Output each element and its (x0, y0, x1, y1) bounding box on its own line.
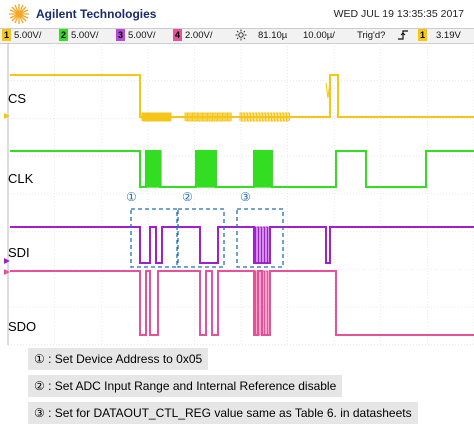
cs-ground-marker (4, 113, 10, 119)
signal-label-sdi: SDI (8, 245, 30, 260)
sdo-burst-3 (253, 270, 271, 336)
cs-trace (10, 74, 474, 118)
legend: ① : Set Device Address to 0x05 ② : Set A… (28, 348, 468, 426)
agilent-spark-logo-icon (9, 4, 29, 24)
channel-3-value: 5.00V/ (128, 30, 156, 41)
marker-box-3 (236, 208, 284, 268)
waveform-display: CS CLK SDI SDO ① ② ③ (0, 42, 474, 345)
waveform-canvas (4, 42, 474, 345)
rising-edge-icon[interactable] (398, 29, 408, 43)
cs-noise-3 (239, 112, 290, 122)
trigger-level[interactable]: 3.19V (436, 30, 461, 41)
cs-noise-2 (184, 112, 232, 122)
legend-item-2: ② : Set ADC Input Range and Internal Ref… (28, 375, 343, 397)
signal-label-clk: CLK (8, 171, 34, 186)
sun-icon[interactable] (235, 29, 247, 43)
trigger-mode: Trig'd? (357, 30, 386, 41)
datetime: WED JUL 19 13:35:35 2017 (333, 8, 464, 20)
sdi-trace (10, 226, 474, 264)
legend-item-1: ① : Set Device Address to 0x05 (28, 348, 209, 370)
trigger-channel-badge: 1 (418, 29, 427, 41)
channel-3-scale[interactable]: 3 5.00V/ (116, 29, 155, 43)
channel-2-value: 5.00V/ (71, 30, 99, 41)
clk-burst-1 (145, 150, 162, 188)
status-bar: 1 5.00V/ 2 5.00V/ 3 5.00V/ 4 2.00V/ 81.10µ 1… (0, 28, 474, 44)
channel-4-badge: 4 (173, 29, 182, 41)
sdi-burst-3 (253, 226, 271, 264)
brand-name: Agilent Technologies (36, 7, 157, 21)
channel-4-scale[interactable]: 4 2.00V/ (173, 29, 212, 43)
marker-boxes (130, 208, 284, 268)
trigger-channel[interactable]: 1 (418, 29, 430, 43)
legend-item-3: ③ : Set for DATAOUT_CTL_REG value same a… (28, 402, 418, 424)
clk-burst-2 (196, 150, 217, 188)
marker-label-3: ③ (240, 190, 251, 204)
cs-glitch (325, 80, 331, 99)
time-position[interactable]: 81.10µ (258, 30, 288, 41)
sdo-ground-marker (4, 269, 10, 275)
marker-box-1 (130, 208, 178, 268)
sdi-ground-marker (4, 258, 10, 264)
channel-1-badge: 1 (2, 29, 11, 41)
channel-2-scale[interactable]: 2 5.00V/ (59, 29, 98, 43)
channel-1-scale[interactable]: 1 5.00V/ (2, 29, 41, 43)
time-scale[interactable]: 10.00µ/ (303, 30, 335, 41)
marker-label-1: ① (126, 190, 137, 204)
graticule-grid (7, 42, 474, 345)
signal-label-sdo: SDO (8, 319, 37, 334)
signal-label-cs: CS (8, 91, 27, 106)
channel-4-value: 2.00V/ (185, 30, 213, 41)
sdo-trace (10, 270, 474, 336)
scope-header: Agilent Technologies WED JUL 19 13:35:35… (0, 0, 474, 28)
channel-3-badge: 3 (116, 29, 125, 41)
channel-1-value: 5.00V/ (14, 30, 42, 41)
clk-burst-3 (254, 150, 273, 188)
marker-label-2: ② (182, 190, 193, 204)
marker-box-2 (177, 208, 225, 268)
waveform-traces (4, 74, 474, 336)
cs-noise-1 (141, 112, 172, 122)
channel-2-badge: 2 (59, 29, 68, 41)
